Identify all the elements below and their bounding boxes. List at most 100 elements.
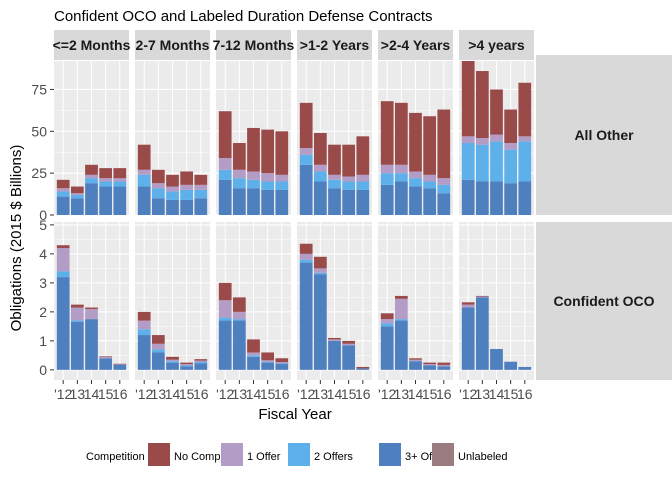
bar-segment-3-offers bbox=[261, 362, 275, 370]
bar-segment-no-comp bbox=[232, 143, 246, 170]
bar-segment-3-offers bbox=[342, 189, 356, 215]
bar-segment-3-offers bbox=[409, 186, 422, 215]
bar-segment-2-offers bbox=[137, 174, 151, 187]
bar-segment-1-offer bbox=[151, 343, 165, 350]
bar-segment-no-comp bbox=[437, 109, 451, 179]
bar-segment-1-offer bbox=[194, 360, 208, 363]
bar-segment-3-offers bbox=[137, 335, 151, 370]
bar-segment-no-comp bbox=[85, 164, 98, 175]
bar-segment-2-offers bbox=[356, 181, 370, 190]
bar-segment-1-offer bbox=[328, 339, 341, 341]
bar-segment-no-comp bbox=[275, 358, 289, 363]
legend-label: 2 Offers bbox=[314, 451, 353, 463]
x-tick-label: 13 bbox=[313, 386, 329, 402]
bar-segment-no-comp bbox=[356, 366, 370, 369]
bar-segment-2-offers bbox=[194, 362, 208, 364]
bar-segment-1-offer bbox=[409, 359, 422, 362]
bar-segment-no-comp bbox=[194, 174, 208, 185]
x-tick-label: 15 bbox=[341, 386, 357, 402]
bar-segment-2-offers bbox=[247, 179, 260, 189]
bar-segment-1-offer bbox=[313, 268, 327, 273]
bar-segment-3-offers bbox=[85, 319, 98, 370]
bar-segment-2-offers bbox=[56, 271, 70, 278]
legend-swatch bbox=[432, 443, 454, 466]
bar-segment-no-comp bbox=[504, 109, 518, 144]
bar-segment-3-offers bbox=[261, 189, 275, 215]
bar-segment-2-offers bbox=[437, 184, 451, 194]
bar-segment-no-comp bbox=[380, 101, 394, 165]
strip-background bbox=[216, 30, 291, 60]
bar-segment-3-offers bbox=[394, 320, 408, 370]
legend-item-1-offer: 1 Offer bbox=[221, 443, 281, 466]
bar-segment-2-offers bbox=[232, 178, 246, 189]
bar-segment-3-offers bbox=[166, 362, 179, 370]
bar-segment-no-comp bbox=[261, 352, 275, 361]
strip-2-months: <=2 Months bbox=[53, 30, 131, 60]
panel-confident-oco-1-2-years bbox=[297, 222, 372, 380]
bar-segment-1-offer bbox=[437, 178, 451, 185]
x-tick-label: '12 bbox=[135, 386, 153, 402]
bar-segment-no-comp bbox=[218, 282, 232, 301]
panel-confident-oco-2-4-years bbox=[378, 222, 453, 380]
bar-segment-1-offer bbox=[475, 138, 489, 145]
strip-background bbox=[459, 30, 534, 60]
bar-segment-no-comp bbox=[380, 313, 394, 320]
bar-segment-3-offers bbox=[328, 340, 341, 370]
legend-swatch bbox=[379, 443, 401, 466]
bar-segment-2-offers bbox=[328, 179, 341, 189]
bar-segment-1-offer bbox=[380, 164, 394, 174]
bar-segment-3-offers bbox=[232, 320, 246, 370]
bar-segment-2-offers bbox=[299, 259, 313, 263]
x-tick-label: 14 bbox=[165, 386, 181, 402]
bar-segment-no-comp bbox=[261, 129, 275, 174]
x-tick-label: 16 bbox=[274, 386, 290, 402]
bar-segment-2-offers bbox=[380, 323, 394, 327]
bar-segment-1-offer bbox=[313, 164, 327, 172]
bar-segment-1-offer bbox=[85, 174, 98, 179]
bar-segment-3-offers bbox=[328, 188, 341, 215]
bar-segment-no-comp bbox=[113, 363, 127, 365]
legend-title: Competition bbox=[86, 451, 145, 463]
panel-all-other-4-years bbox=[459, 61, 534, 216]
bar-segment-no-comp bbox=[409, 112, 422, 172]
bar-segment-1-offer bbox=[261, 173, 275, 182]
bar-segment-1-offer bbox=[99, 356, 113, 359]
panel-confident-oco-7-12-months bbox=[216, 222, 291, 380]
bar-segment-3-offers bbox=[99, 186, 113, 215]
bar-segment-3-offers bbox=[275, 189, 289, 215]
bar-segment-1-offer bbox=[194, 184, 208, 190]
bar-segment-2-offers bbox=[342, 181, 356, 190]
bar-segment-no-comp bbox=[194, 359, 208, 361]
bar-segment-1-offer bbox=[113, 364, 127, 365]
row-strip-background bbox=[536, 55, 672, 215]
bar-segment-2-offers bbox=[113, 181, 127, 187]
bar-segment-2-offers bbox=[194, 189, 208, 199]
y-axis-confident-oco: 0 1 2 3 4 5 bbox=[39, 217, 54, 378]
bar-segment-3-offers bbox=[356, 189, 370, 215]
bar-segment-2-offers bbox=[99, 181, 113, 187]
bar-segment-1-offer bbox=[461, 304, 475, 308]
panel-all-other-7-12-months bbox=[216, 61, 291, 216]
bar-segment-1-offer bbox=[99, 178, 113, 182]
bar-segment-no-comp bbox=[113, 168, 127, 179]
bar-segment-no-comp bbox=[180, 171, 194, 185]
bar-segment-3-offers bbox=[113, 186, 127, 215]
bar-segment-2-offers bbox=[299, 154, 313, 165]
row-strip-label: Confident OCO bbox=[553, 293, 654, 309]
bar-segment-1-offer bbox=[342, 343, 356, 346]
y-axis-all-other: 0 25 50 75 bbox=[31, 81, 54, 223]
bar-segment-no-comp bbox=[423, 362, 437, 365]
strip-background bbox=[297, 30, 372, 60]
bar-segment-1-offer bbox=[423, 174, 437, 182]
bar-segment-no-comp bbox=[166, 356, 179, 360]
bar-segment-no-comp bbox=[299, 102, 313, 149]
legend: Competition No Comp. 1 Offer 2 Offers 3+ Of… bbox=[86, 443, 508, 466]
chart-title: Confident OCO and Labeled Duration Defen… bbox=[54, 8, 433, 25]
bar-segment-1-offer bbox=[518, 136, 532, 142]
bar-segment-3-offers bbox=[342, 345, 356, 370]
bar-segment-1-offer bbox=[394, 164, 408, 174]
bar-segment-3-offers bbox=[85, 183, 98, 215]
x-tick-label: '12 bbox=[378, 386, 396, 402]
